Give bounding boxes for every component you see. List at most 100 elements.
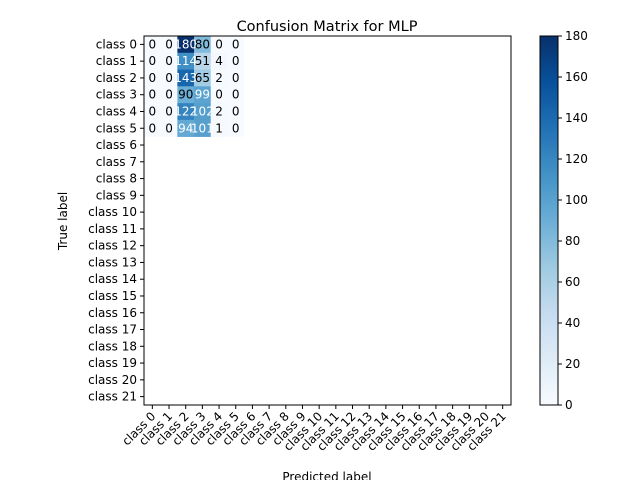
y-tick-label: class 21 [88,390,137,404]
cell-value-label: 0 [165,121,173,135]
cell-value-label: 0 [232,104,240,118]
matrix-cell [144,119,161,137]
cell-value-label: 2 [215,71,223,85]
matrix-cell [227,86,245,104]
y-tick-label: class 7 [96,155,137,169]
y-tick-label: class 5 [96,121,137,135]
cell-value-label: 101 [191,121,214,135]
cell-value-label: 80 [195,37,210,51]
cell-value-label: 180 [174,37,197,51]
cell-value-label: 4 [215,54,223,68]
x-axis-label: Predicted label [282,470,371,480]
colorbar-tick-label: 100 [565,193,588,207]
matrix-cell [177,69,195,87]
matrix-cell [227,36,245,54]
y-tick-label: class 14 [88,272,137,286]
cell-value-label: 51 [195,54,210,68]
y-tick-label: class 1 [96,54,137,68]
cell-value-label: 65 [195,71,210,85]
cell-value-label: 0 [215,88,223,102]
cell-value-label: 143 [174,71,197,85]
matrix-cell [227,103,245,121]
cell-value-label: 0 [165,88,173,102]
y-tick-label: class 3 [96,88,137,102]
colorbar-tick-label: 0 [565,398,573,412]
colorbar-tick-label: 20 [565,357,580,371]
colorbar-tick-label: 80 [565,234,580,248]
colorbar-tick-label: 160 [565,70,588,84]
cell-value-label: 0 [232,88,240,102]
y-tick-label: class 2 [96,71,137,85]
y-tick-label: class 9 [96,188,137,202]
colorbar-tick-label: 180 [565,29,588,43]
matrix-cell [227,119,245,137]
matrix-cell [160,103,178,121]
matrix-cell [160,86,178,104]
matrix-cell [144,36,161,54]
matrix-cell [144,103,161,121]
cell-value-label: 0 [165,54,173,68]
colorbar-tick-labels: 0 20 40 60 80 100 120 140 160 180 [558,29,588,412]
y-tick-label: class 10 [88,205,137,219]
y-tick-label: class 0 [96,37,137,51]
matrix-cell [210,86,228,104]
plot-frame [143,35,512,406]
matrix-cell [194,36,212,54]
matrix-cell [144,52,161,70]
cell-value-label: 1 [215,121,223,135]
y-tick-label: class 15 [88,289,137,303]
matrix-cell [194,119,212,137]
y-tick-label: class 18 [88,339,137,353]
matrix-cell [194,103,212,121]
matrix-cells [144,36,245,137]
matrix-cell [227,69,245,87]
matrix-cell [210,52,228,70]
colorbar-tick-label: 120 [565,152,588,166]
cell-value-label: 122 [174,104,197,118]
cell-value-label: 2 [215,104,223,118]
cell-value-label: 0 [215,37,223,51]
cell-value-label: 0 [149,104,157,118]
cell-value-label: 0 [232,37,240,51]
cell-value-label: 0 [149,37,157,51]
matrix-cell [210,119,228,137]
y-tick-label: class 17 [88,323,137,337]
y-tick-label: class 19 [88,356,137,370]
y-tick-label: class 13 [88,255,137,269]
cell-value-label: 102 [191,104,214,118]
cell-value-label: 0 [149,88,157,102]
cell-value-label: 90 [178,88,193,102]
matrix-cell [177,103,195,121]
matrix-cell [177,119,195,137]
colorbar [539,35,559,406]
y-tick-label: class 4 [96,104,137,118]
matrix-cell [210,69,228,87]
matrix-cell [177,86,195,104]
y-tick-label: class 16 [88,306,137,320]
matrix-cell [160,119,178,137]
matrix-cell [210,103,228,121]
chart-title: Confusion Matrix for MLP [237,19,418,35]
y-tick-label: class 12 [88,239,137,253]
cell-value-label: 0 [232,71,240,85]
matrix-cell [210,36,228,54]
colorbar-tick-label: 40 [565,316,580,330]
y-tick-label: class 11 [88,222,137,236]
matrix-cell [160,52,178,70]
cell-value-label: 0 [232,54,240,68]
cell-value-label: 0 [165,71,173,85]
y-tick-labels: class 0 class 1 class 2 class 3 class 4 class… [88,37,144,404]
cell-value-label: 99 [195,88,210,102]
cell-value-label: 0 [232,121,240,135]
cell-value-label: 0 [149,54,157,68]
matrix-cell [177,52,195,70]
y-tick-label: class 20 [88,373,137,387]
cell-value-label: 0 [149,71,157,85]
matrix-cell [160,36,178,54]
matrix-cell [194,86,212,104]
matrix-cell [227,52,245,70]
y-tick-label: class 6 [96,138,137,152]
